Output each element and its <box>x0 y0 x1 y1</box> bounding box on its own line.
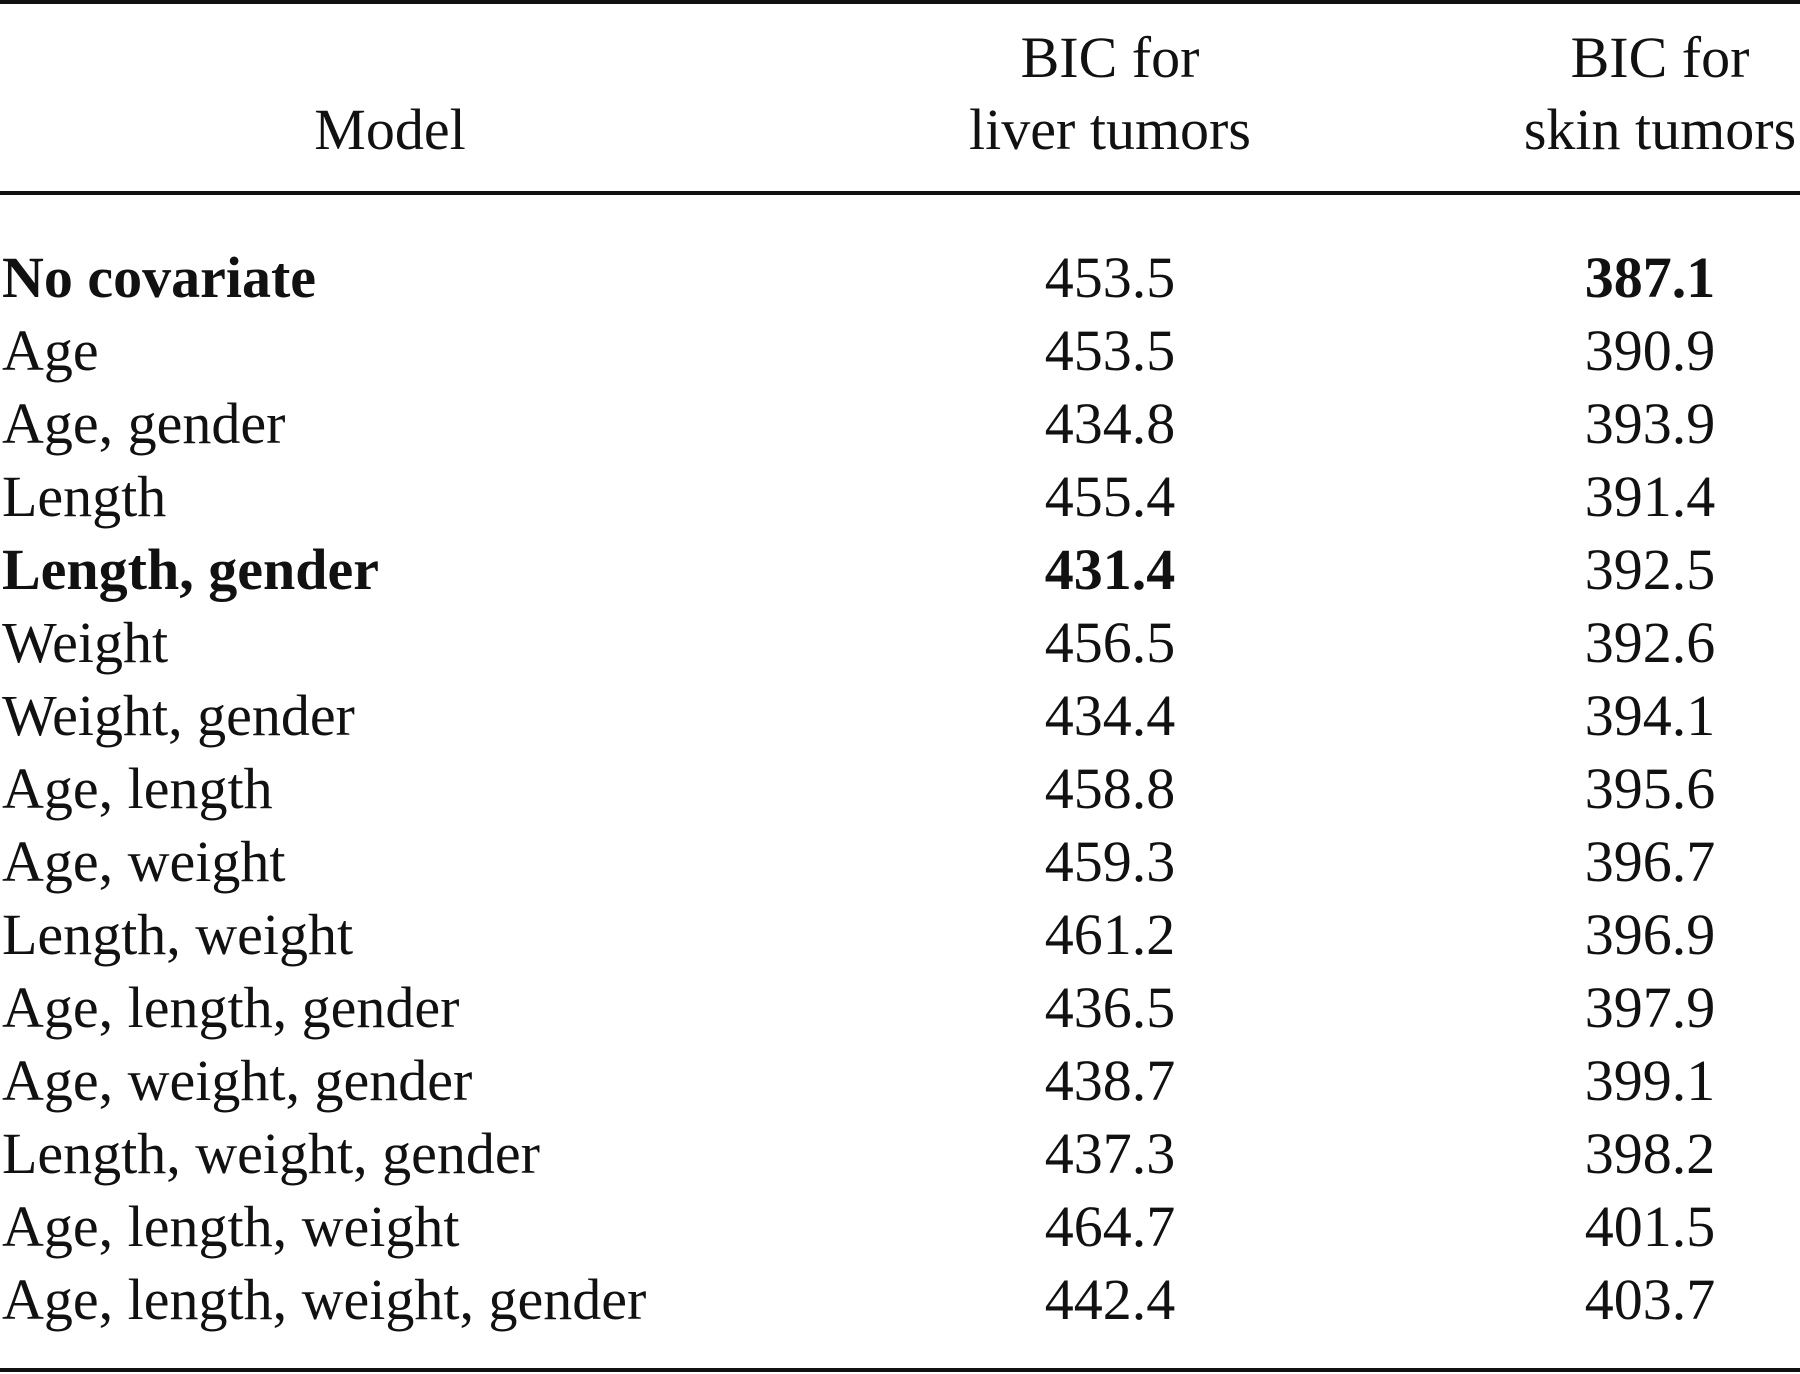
bic-liver-cell: 438.7 <box>1044 1048 1176 1113</box>
header-skin-line-2: skin tumors <box>1523 97 1797 162</box>
table-top-rule <box>0 0 1800 4</box>
table-row: Age, weight 459.3 396.7 <box>0 825 1800 898</box>
bic-liver-cell: 459.3 <box>1044 829 1176 894</box>
model-cell: Age, weight, gender <box>2 1048 473 1113</box>
model-cell: No covariate <box>2 245 317 310</box>
table-row: Age 453.5 390.9 <box>0 314 1800 387</box>
bic-liver-cell: 456.5 <box>1044 610 1176 675</box>
table-body: No covariate 453.5 387.1 Age 453.5 390.9 Age, … <box>0 241 1800 1336</box>
header-model: Model <box>180 94 600 166</box>
model-cell: Length <box>2 464 167 529</box>
model-cell: Weight <box>2 610 169 675</box>
bic-liver-cell: 434.4 <box>1044 683 1176 748</box>
bic-liver-cell: 453.5 <box>1044 318 1176 383</box>
bic-skin-cell: 392.6 <box>1584 610 1716 675</box>
header-liver-line-1: BIC for <box>1020 25 1200 90</box>
header-skin-line-1: BIC for <box>1570 25 1750 90</box>
table-row: Weight, gender 434.4 394.1 <box>0 679 1800 752</box>
bic-skin-cell: 403.7 <box>1584 1267 1716 1332</box>
model-cell: Weight, gender <box>2 683 355 748</box>
model-cell: Age, length, weight <box>2 1194 460 1259</box>
header-bic-liver: BIC for liver tumors <box>910 22 1310 166</box>
table-row: No covariate 453.5 387.1 <box>0 241 1800 314</box>
bic-skin-cell: 396.9 <box>1584 902 1716 967</box>
model-cell: Age, gender <box>2 391 286 456</box>
bic-liver-cell: 434.8 <box>1044 391 1176 456</box>
bic-skin-cell: 390.9 <box>1584 318 1716 383</box>
bic-skin-cell: 391.4 <box>1584 464 1716 529</box>
bic-liver-cell: 461.2 <box>1044 902 1176 967</box>
table-row: Length 455.4 391.4 <box>0 460 1800 533</box>
header-model-label: Model <box>314 97 466 162</box>
bic-skin-cell: 397.9 <box>1584 975 1716 1040</box>
bic-liver-cell: 437.3 <box>1044 1121 1176 1186</box>
bic-skin-cell: 399.1 <box>1584 1048 1716 1113</box>
header-bic-skin: BIC for skin tumors <box>1460 22 1800 166</box>
bic-liver-cell: 455.4 <box>1044 464 1176 529</box>
bic-liver-cell: 458.8 <box>1044 756 1176 821</box>
model-cell: Age, length <box>2 756 273 821</box>
bic-skin-cell: 395.6 <box>1584 756 1716 821</box>
table-row: Length, weight, gender 437.3 398.2 <box>0 1117 1800 1190</box>
bic-skin-cell: 393.9 <box>1584 391 1716 456</box>
bic-liver-cell: 453.5 <box>1044 245 1176 310</box>
table-row: Age, length, gender 436.5 397.9 <box>0 971 1800 1044</box>
bic-liver-cell: 436.5 <box>1044 975 1176 1040</box>
bic-skin-cell: 392.5 <box>1584 537 1716 602</box>
model-cell: Length, gender <box>2 537 379 602</box>
model-cell: Age, length, weight, gender <box>2 1267 647 1332</box>
table-row: Age, length, weight 464.7 401.5 <box>0 1190 1800 1263</box>
bic-skin-cell: 396.7 <box>1584 829 1716 894</box>
table-bottom-rule <box>0 1368 1800 1372</box>
table-row: Length, gender 431.4 392.5 <box>0 533 1800 606</box>
bic-skin-cell: 387.1 <box>1584 245 1716 310</box>
header-liver-line-2: liver tumors <box>969 97 1251 162</box>
bic-liver-cell: 442.4 <box>1044 1267 1176 1332</box>
bic-skin-cell: 394.1 <box>1584 683 1716 748</box>
table-row: Age, length, weight, gender 442.4 403.7 <box>0 1263 1800 1336</box>
header-rule <box>0 191 1800 195</box>
table-row: Weight 456.5 392.6 <box>0 606 1800 679</box>
table-row: Length, weight 461.2 396.9 <box>0 898 1800 971</box>
bic-liver-cell: 431.4 <box>1044 537 1176 602</box>
bic-liver-cell: 464.7 <box>1044 1194 1176 1259</box>
table-row: Age, weight, gender 438.7 399.1 <box>0 1044 1800 1117</box>
bic-skin-cell: 401.5 <box>1584 1194 1716 1259</box>
table-row: Age, length 458.8 395.6 <box>0 752 1800 825</box>
model-cell: Age, weight <box>2 829 286 894</box>
model-cell: Age <box>2 318 99 383</box>
model-cell: Length, weight, gender <box>2 1121 540 1186</box>
bic-skin-cell: 398.2 <box>1584 1121 1716 1186</box>
table-row: Age, gender 434.8 393.9 <box>0 387 1800 460</box>
model-cell: Age, length, gender <box>2 975 460 1040</box>
model-cell: Length, weight <box>2 902 354 967</box>
